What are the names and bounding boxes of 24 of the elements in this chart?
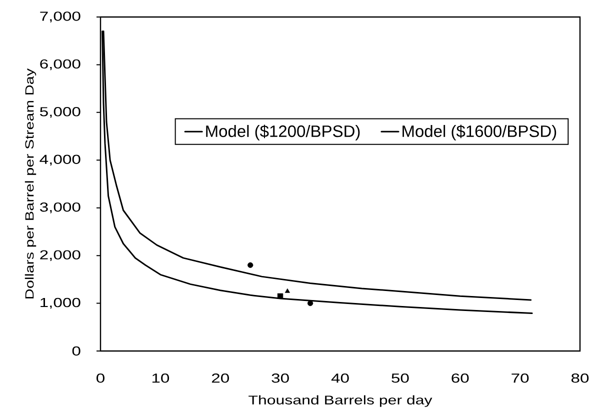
x-tick-label: 20 — [212, 374, 229, 383]
x-tick-label: 0 — [96, 374, 104, 383]
y-tick-label: 0 — [72, 346, 80, 356]
y-tick-label: 7,000 — [40, 12, 80, 22]
y-tick-label: 4,000 — [40, 154, 80, 166]
y-tick-label: 3,000 — [40, 202, 80, 214]
x-tick-label: 60 — [452, 374, 469, 383]
x-axis-title: Thousand Barrels per day — [248, 395, 432, 407]
y-tick-label: 1,000 — [40, 298, 80, 309]
point — [278, 293, 284, 299]
legend-label: Model ($1600/BPSD) — [402, 124, 556, 140]
x-tick-label: 50 — [392, 374, 409, 383]
point — [285, 288, 290, 293]
x-tick-label: 70 — [512, 374, 529, 383]
y-tick-label: 6,000 — [40, 59, 80, 70]
x-tick-label: 80 — [571, 374, 589, 383]
legend-label: Model ($1200/BPSD) — [206, 124, 360, 140]
y-tick-label: 2,000 — [40, 250, 80, 261]
y-axis-title: Dollars per Barrel per Stream Day — [24, 68, 36, 298]
point — [248, 262, 254, 268]
y-tick-label: 5,000 — [40, 107, 80, 118]
x-tick-label: 10 — [152, 374, 170, 383]
x-tick-label: 30 — [272, 374, 289, 383]
x-tick-label: 40 — [331, 374, 349, 383]
